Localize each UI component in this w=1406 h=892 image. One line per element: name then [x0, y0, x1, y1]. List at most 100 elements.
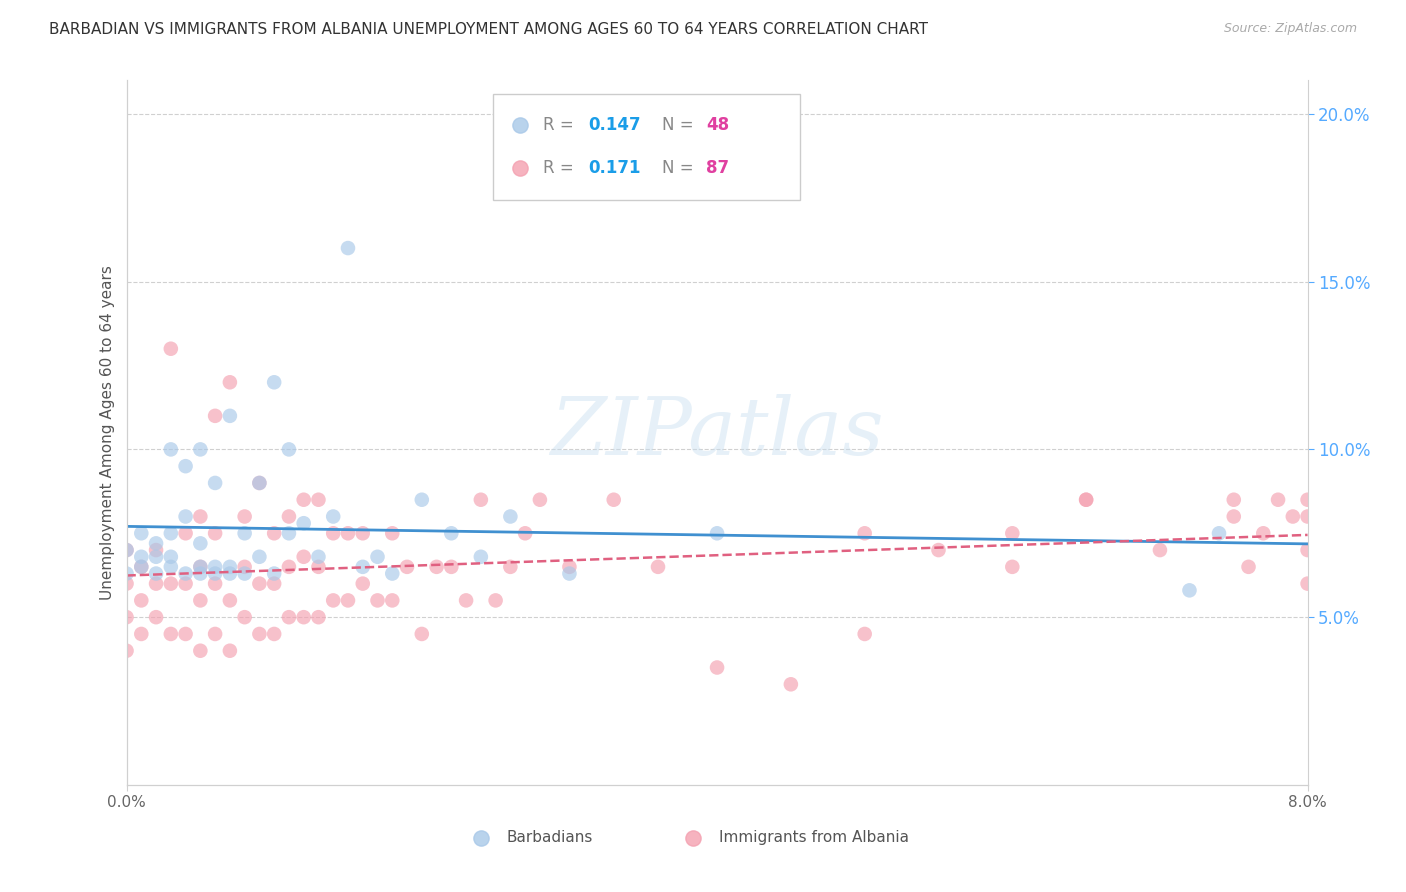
- Point: [558, 566, 581, 581]
- Point: [456, 593, 478, 607]
- Text: 0.171: 0.171: [588, 160, 641, 178]
- Point: [292, 492, 315, 507]
- Text: 87: 87: [706, 160, 730, 178]
- Point: [292, 516, 315, 531]
- Point: [307, 610, 329, 624]
- Point: [233, 509, 256, 524]
- Point: [1001, 526, 1024, 541]
- Point: [515, 526, 537, 541]
- Point: [307, 492, 329, 507]
- Point: [381, 526, 404, 541]
- Point: [204, 409, 226, 423]
- Point: [219, 593, 242, 607]
- Point: [440, 559, 463, 574]
- Point: [603, 492, 626, 507]
- Point: [188, 559, 212, 574]
- Point: [1149, 543, 1171, 558]
- Point: [174, 526, 197, 541]
- Point: [160, 559, 183, 574]
- Point: [1076, 492, 1098, 507]
- Point: [249, 475, 271, 490]
- Text: R =: R =: [544, 116, 579, 134]
- Point: [426, 559, 449, 574]
- Point: [115, 566, 138, 581]
- Point: [219, 559, 242, 574]
- Point: [233, 610, 256, 624]
- Point: [263, 526, 285, 541]
- Point: [204, 627, 226, 641]
- Point: [233, 526, 256, 541]
- Point: [278, 442, 301, 457]
- Point: [145, 549, 167, 564]
- Point: [249, 475, 271, 490]
- Point: [204, 566, 226, 581]
- Point: [1296, 543, 1319, 558]
- Point: [219, 566, 242, 581]
- Point: [219, 376, 242, 390]
- Point: [396, 559, 419, 574]
- Point: [145, 543, 167, 558]
- Point: [204, 475, 226, 490]
- Point: [129, 559, 153, 574]
- Point: [322, 509, 344, 524]
- Point: [263, 627, 285, 641]
- Point: [129, 593, 153, 607]
- Point: [145, 610, 167, 624]
- Point: [263, 566, 285, 581]
- Point: [219, 409, 242, 423]
- Point: [381, 593, 404, 607]
- Text: Immigrants from Albania: Immigrants from Albania: [720, 830, 910, 846]
- Point: [129, 526, 153, 541]
- Point: [1253, 526, 1275, 541]
- Point: [278, 610, 301, 624]
- FancyBboxPatch shape: [492, 95, 800, 200]
- Point: [188, 536, 212, 550]
- Text: BARBADIAN VS IMMIGRANTS FROM ALBANIA UNEMPLOYMENT AMONG AGES 60 TO 64 YEARS CORR: BARBADIAN VS IMMIGRANTS FROM ALBANIA UNE…: [49, 22, 928, 37]
- Point: [706, 660, 728, 674]
- Point: [352, 576, 374, 591]
- Point: [174, 576, 197, 591]
- Point: [188, 442, 212, 457]
- Point: [1296, 492, 1319, 507]
- Text: Source: ZipAtlas.com: Source: ZipAtlas.com: [1223, 22, 1357, 36]
- Point: [499, 509, 522, 524]
- Point: [440, 526, 463, 541]
- Point: [160, 627, 183, 641]
- Point: [160, 526, 183, 541]
- Point: [129, 627, 153, 641]
- Point: [263, 576, 285, 591]
- Point: [188, 509, 212, 524]
- Point: [307, 559, 329, 574]
- Point: [174, 627, 197, 641]
- Point: [367, 549, 389, 564]
- Point: [204, 526, 226, 541]
- Point: [1237, 559, 1260, 574]
- Point: [160, 576, 183, 591]
- Point: [647, 559, 669, 574]
- Point: [307, 549, 329, 564]
- Point: [115, 543, 138, 558]
- Point: [337, 241, 360, 255]
- Point: [174, 459, 197, 474]
- Point: [1223, 492, 1246, 507]
- Y-axis label: Unemployment Among Ages 60 to 64 years: Unemployment Among Ages 60 to 64 years: [100, 265, 115, 600]
- Point: [115, 610, 138, 624]
- Point: [292, 549, 315, 564]
- Point: [470, 492, 492, 507]
- Point: [853, 627, 876, 641]
- Point: [337, 526, 360, 541]
- Point: [115, 576, 138, 591]
- Point: [278, 526, 301, 541]
- Point: [188, 566, 212, 581]
- Point: [129, 559, 153, 574]
- Point: [233, 566, 256, 581]
- Text: 48: 48: [706, 116, 730, 134]
- Point: [115, 644, 138, 658]
- Point: [249, 576, 271, 591]
- Point: [529, 492, 551, 507]
- Point: [558, 559, 581, 574]
- Point: [249, 549, 271, 564]
- Point: [411, 627, 433, 641]
- Point: [1076, 492, 1098, 507]
- Point: [204, 559, 226, 574]
